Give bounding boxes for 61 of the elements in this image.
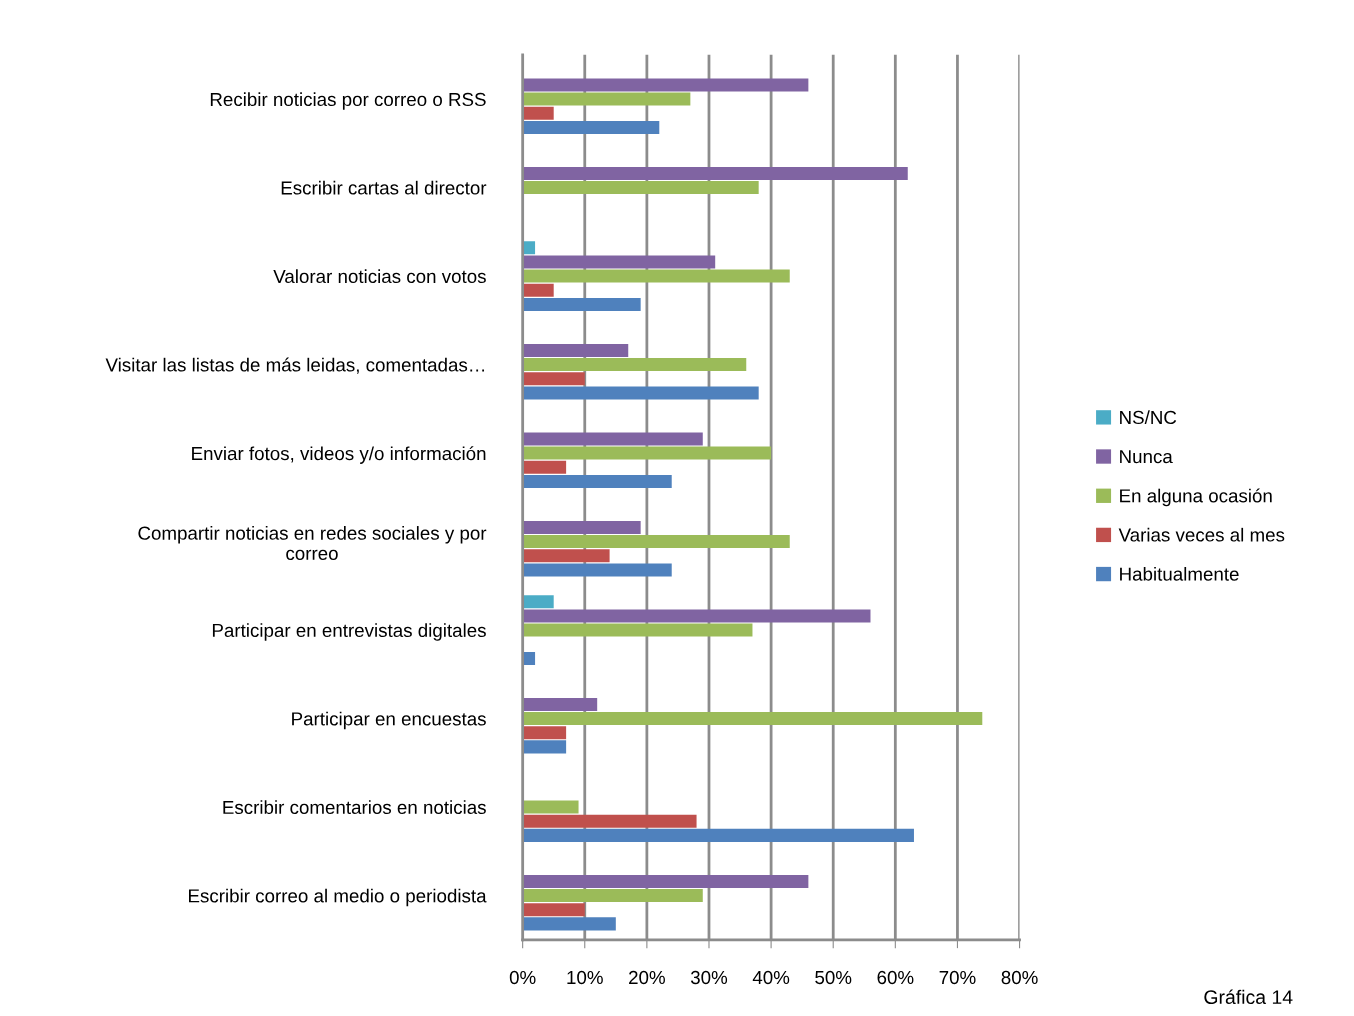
- legend-label: Varias veces al mes: [1118, 527, 1285, 542]
- y-tick-label: Compartir noticias en redes sociales y por correo: [138, 526, 487, 561]
- x-tick-label: 80%: [1001, 970, 1038, 985]
- bar: [522, 726, 567, 740]
- bar: [522, 166, 908, 180]
- bar: [522, 828, 914, 842]
- bar: [522, 535, 790, 549]
- y-tick-label: Escribir comentarios en noticias: [223, 800, 486, 815]
- bar: [522, 283, 554, 297]
- x-tick-label: 60%: [877, 970, 914, 985]
- bar: [522, 297, 641, 311]
- bar: [522, 609, 871, 623]
- bar: [522, 460, 567, 474]
- x-tick-label: 0%: [509, 970, 536, 985]
- bar: [522, 78, 809, 92]
- y-tick-label: Participar en encuestas: [292, 711, 486, 730]
- x-tick-label: 70%: [939, 970, 976, 985]
- bar: [522, 255, 716, 269]
- y-tick-label: Enviar fotos, videos y/o información: [192, 446, 486, 464]
- bar: [522, 474, 672, 488]
- x-tick-label: 20%: [629, 970, 665, 985]
- bar: [522, 917, 616, 931]
- bar: [522, 520, 641, 534]
- legend-label: Habitualmente: [1120, 566, 1239, 581]
- bar: [522, 181, 759, 195]
- legend-label: En alguna ocasión: [1120, 488, 1272, 507]
- bar: [522, 549, 610, 563]
- y-tick-label: Escribir cartas al director: [281, 180, 487, 195]
- bar: [522, 92, 691, 106]
- bar: [522, 343, 629, 357]
- bar: [522, 889, 703, 903]
- bar: [522, 595, 554, 609]
- x-tick-label: 40%: [752, 970, 790, 985]
- y-tick-label: Valorar noticias con votos: [273, 269, 486, 284]
- bar: [522, 563, 672, 577]
- text: Gráfica 14: [1204, 989, 1293, 1005]
- bar: [522, 432, 703, 446]
- legend-label: NS/NC: [1120, 410, 1177, 425]
- x-tick-label: 10%: [567, 970, 603, 985]
- y-tick-label: Recibir noticias por correo o RSS: [210, 92, 486, 110]
- bar: [522, 814, 697, 828]
- bar: [522, 358, 747, 372]
- bar: [522, 386, 759, 400]
- x-tick-label: 30%: [690, 970, 728, 985]
- bar: [522, 712, 983, 726]
- legend-label: Nunca: [1120, 450, 1173, 464]
- bar: [522, 800, 579, 814]
- bar: [522, 446, 772, 460]
- bar: [522, 740, 567, 754]
- bar: [522, 903, 585, 917]
- x-tick-label: 50%: [815, 970, 852, 985]
- y-tick-label: Visitar las listas de más leidas, comentadas…: [105, 357, 485, 374]
- bar: [522, 697, 598, 711]
- y-tick-label: Participar en entrevistas digitales: [212, 623, 486, 641]
- bar: [522, 106, 554, 120]
- y-tick-label: Escribir correo al medio o periodista: [189, 888, 487, 907]
- bar: [522, 372, 585, 386]
- bar: [522, 120, 660, 134]
- bar: [522, 874, 809, 888]
- bar: [522, 269, 790, 283]
- bar: [522, 623, 753, 637]
